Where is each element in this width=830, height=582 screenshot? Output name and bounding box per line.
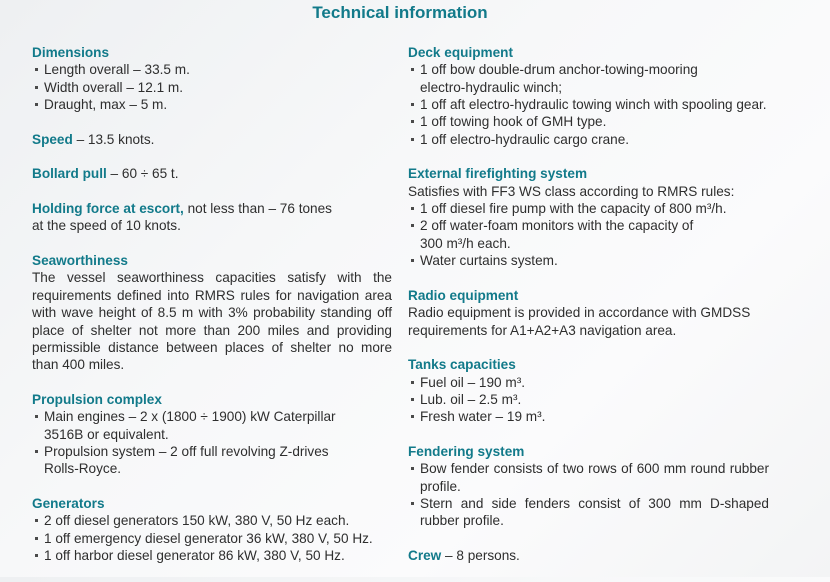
list-item: Bow fender consists of two rows of 600 m… [408, 460, 769, 495]
list-item: Fuel oil – 190 m³. [408, 374, 769, 391]
list-item: Stern and side fenders consist of 300 mm… [408, 495, 769, 530]
list-item: Propulsion system – 2 off full revolving… [32, 443, 352, 478]
tanks-heading: Tanks capacities [408, 357, 516, 373]
bollard-value: – 60 ÷ 65 t. [106, 166, 179, 182]
right-column: Deck equipment 1 off bow double-drum anc… [408, 44, 769, 582]
holding-section: Holding force at escort, not less than –… [32, 200, 332, 235]
list-item: 2 off diesel generators 150 kW, 380 V, 5… [32, 512, 392, 529]
fendering-section: Fendering system Bow fender consists of … [408, 443, 769, 530]
list-item: 1 off electro-hydraulic cargo crane. [408, 131, 769, 148]
list-item: 1 off towing hook of GMH type. [408, 113, 769, 130]
radio-text: Radio equipment is provided in accordanc… [408, 305, 751, 338]
list-item: 2 off water-foam monitors with the capac… [408, 217, 700, 252]
crew-label: Crew [408, 547, 442, 563]
list-item: 1 off emergency diesel generator 36 kW, … [32, 530, 392, 547]
speed-section: Speed – 13.5 knots. [32, 131, 392, 148]
crew-section: Crew – 8 persons. [408, 547, 769, 564]
crew-value: – 8 persons. [441, 547, 520, 563]
firefighting-section: External firefighting system Satisfies w… [408, 165, 769, 269]
radio-heading: Radio equipment [408, 287, 519, 303]
propulsion-heading: Propulsion complex [32, 391, 162, 407]
holding-label: Holding force at escort, [32, 201, 184, 217]
propulsion-section: Propulsion complex Main engines – 2 x (1… [32, 391, 392, 478]
list-item: Fresh water – 19 m³. [408, 408, 769, 425]
fendering-heading: Fendering system [408, 443, 525, 459]
list-item: Width overall – 12.1 m. [32, 79, 392, 96]
list-item: Main engines – 2 x (1800 ÷ 1900) kW Cate… [32, 408, 352, 443]
seaworthiness-section: Seaworthiness The vessel seaworthiness c… [32, 252, 392, 373]
bollard-section: Bollard pull – 60 ÷ 65 t. [32, 165, 392, 182]
bollard-label: Bollard pull [32, 166, 107, 182]
speed-label: Speed [32, 131, 73, 147]
speed-value: – 13.5 knots. [72, 131, 155, 147]
list-item: 1 off aft electro-hydraulic towing winch… [408, 96, 769, 113]
tanks-section: Tanks capacities Fuel oil – 190 m³. Lub.… [408, 356, 769, 425]
seaworthiness-text: The vessel seaworthiness capacities sati… [32, 270, 392, 373]
deck-heading: Deck equipment [408, 45, 513, 60]
dimensions-heading: Dimensions [32, 45, 110, 60]
left-column: Dimensions Length overall – 33.5 m. Widt… [32, 44, 392, 582]
deck-section: Deck equipment 1 off bow double-drum anc… [408, 44, 769, 148]
list-item: 1 off bow double-drum anchor-towing-moor… [408, 61, 720, 96]
radio-section: Radio equipment Radio equipment is provi… [408, 287, 769, 339]
list-item: Water curtains system. [408, 252, 769, 269]
dimensions-section: Dimensions Length overall – 33.5 m. Widt… [32, 44, 392, 113]
list-item: 1 off diesel fire pump with the capacity… [408, 200, 769, 217]
page-title: Technical information [312, 3, 488, 22]
generators-section: Generators 2 off diesel generators 150 k… [32, 495, 392, 564]
holding-value: not less than – 76 tones at the speed of… [32, 201, 332, 234]
firefighting-heading: External firefighting system [408, 166, 588, 182]
list-item: 1 off harbor diesel generator 86 kW, 380… [32, 547, 392, 564]
seaworthiness-heading: Seaworthiness [32, 253, 128, 269]
list-item: Draught, max – 5 m. [32, 96, 392, 113]
firefighting-intro: Satisfies with FF3 WS class according to… [408, 183, 735, 199]
list-item: Lub. oil – 2.5 m³. [408, 391, 769, 408]
list-item: Length overall – 33.5 m. [32, 61, 392, 78]
generators-heading: Generators [32, 495, 105, 511]
